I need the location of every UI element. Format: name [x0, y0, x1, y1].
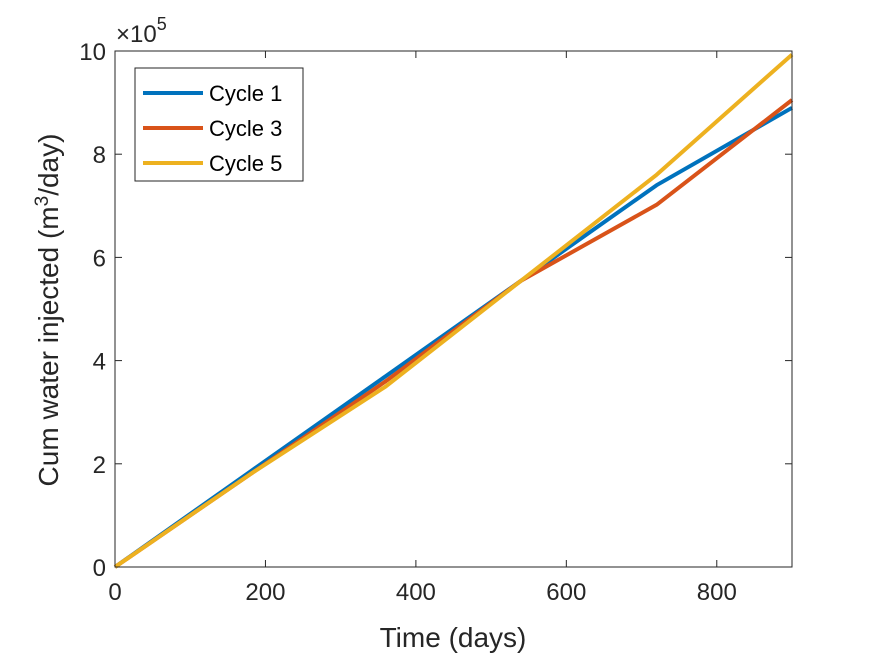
legend: Cycle 1 Cycle 3 Cycle 5 — [134, 67, 304, 182]
axes-box — [114, 50, 793, 568]
y-tick-label: 8 — [93, 142, 106, 169]
y-axis-label-main: Cum water injected (m — [33, 206, 64, 486]
axes-layer: 0 200 400 600 800 0 2 4 6 8 10 — [79, 39, 793, 606]
y-tick-label: 0 — [93, 555, 106, 582]
legend-label-cycle-5: Cycle 5 — [209, 151, 282, 176]
x-tick-label: 0 — [108, 579, 121, 606]
x-tick-label: 600 — [546, 579, 586, 606]
x-tick-label: 800 — [697, 579, 737, 606]
y-axis-label-tail: /day) — [33, 134, 64, 196]
y-tick-label: 10 — [79, 39, 106, 66]
y-tick-label: 6 — [93, 245, 106, 272]
y-axis-exponent-base: ×10 — [116, 21, 157, 48]
legend-label-cycle-1: Cycle 1 — [209, 81, 282, 106]
legend-label-cycle-3: Cycle 3 — [209, 116, 282, 141]
series-line-cycle-5 — [113, 53, 794, 569]
x-tick-label: 200 — [245, 579, 285, 606]
y-tick-label: 4 — [93, 349, 106, 376]
x-tick-label: 400 — [396, 579, 436, 606]
series-layer — [113, 53, 794, 569]
y-axis-exponent-power: 5 — [157, 14, 167, 34]
x-axis-label: Time (days) — [380, 622, 527, 653]
y-tick-label: 2 — [93, 452, 106, 479]
y-axis-exponent: ×105 — [116, 14, 167, 48]
y-axis-label: Cum water injected (m3/day) — [32, 134, 64, 487]
y-axis-label-superscript: 3 — [32, 196, 53, 207]
